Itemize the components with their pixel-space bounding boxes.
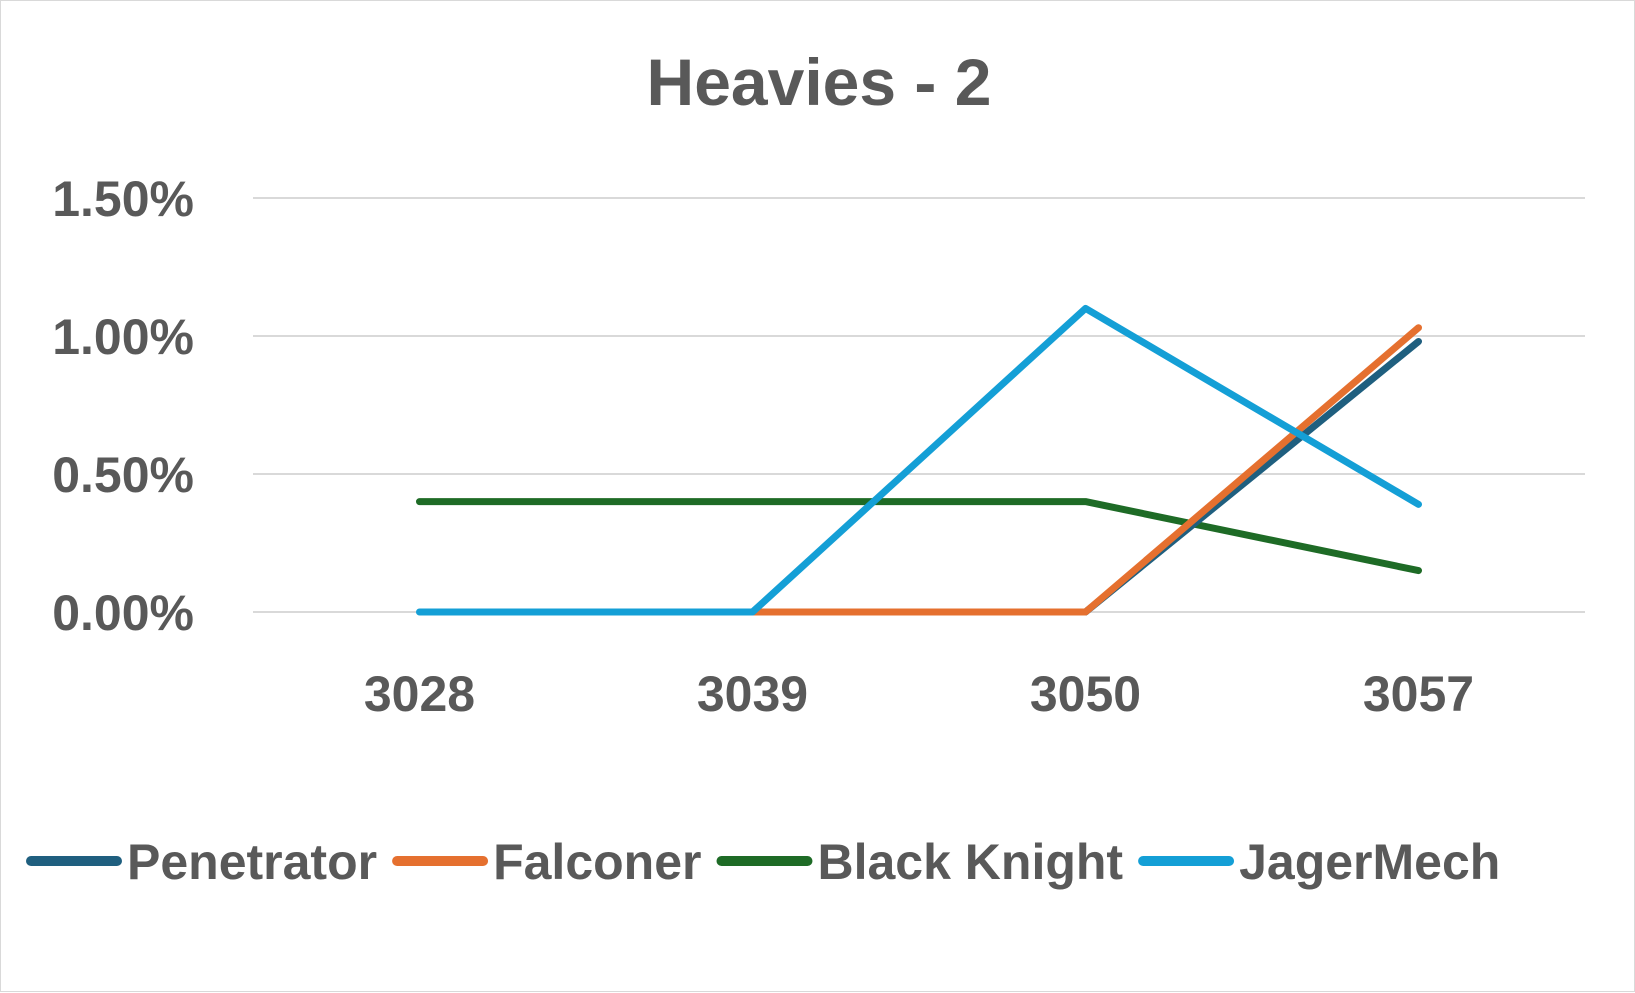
y-tick-label: 1.00% (52, 309, 194, 365)
legend-label-jagermech: JagerMech (1239, 834, 1500, 890)
y-tick-label: 0.00% (52, 585, 194, 641)
legend-label-falconer: Falconer (493, 834, 701, 890)
x-tick-label: 3039 (697, 666, 808, 722)
y-axis-ticks: 0.00% 0.50% 1.00% 1.50% (52, 171, 194, 641)
series-line-black-knight (416, 498, 1422, 575)
series-line-jagermech (416, 304, 1422, 616)
series-line-falconer (749, 324, 1422, 616)
y-tick-label: 1.50% (52, 171, 194, 227)
legend-label-black-knight: Black Knight (817, 834, 1123, 890)
y-tick-label: 0.50% (52, 447, 194, 503)
series-lines (416, 304, 1422, 616)
series-line-penetrator (749, 338, 1422, 616)
legend-label-penetrator: Penetrator (127, 834, 377, 890)
chart-title: Heavies - 2 (647, 45, 992, 119)
x-tick-label: 3057 (1363, 666, 1474, 722)
x-tick-label: 3028 (364, 666, 475, 722)
x-tick-label: 3050 (1030, 666, 1141, 722)
legend: Penetrator Falconer Black Knight JagerMech (26, 834, 1500, 890)
x-axis-ticks: 3028 3039 3050 3057 (364, 666, 1474, 722)
gridlines (253, 197, 1585, 613)
